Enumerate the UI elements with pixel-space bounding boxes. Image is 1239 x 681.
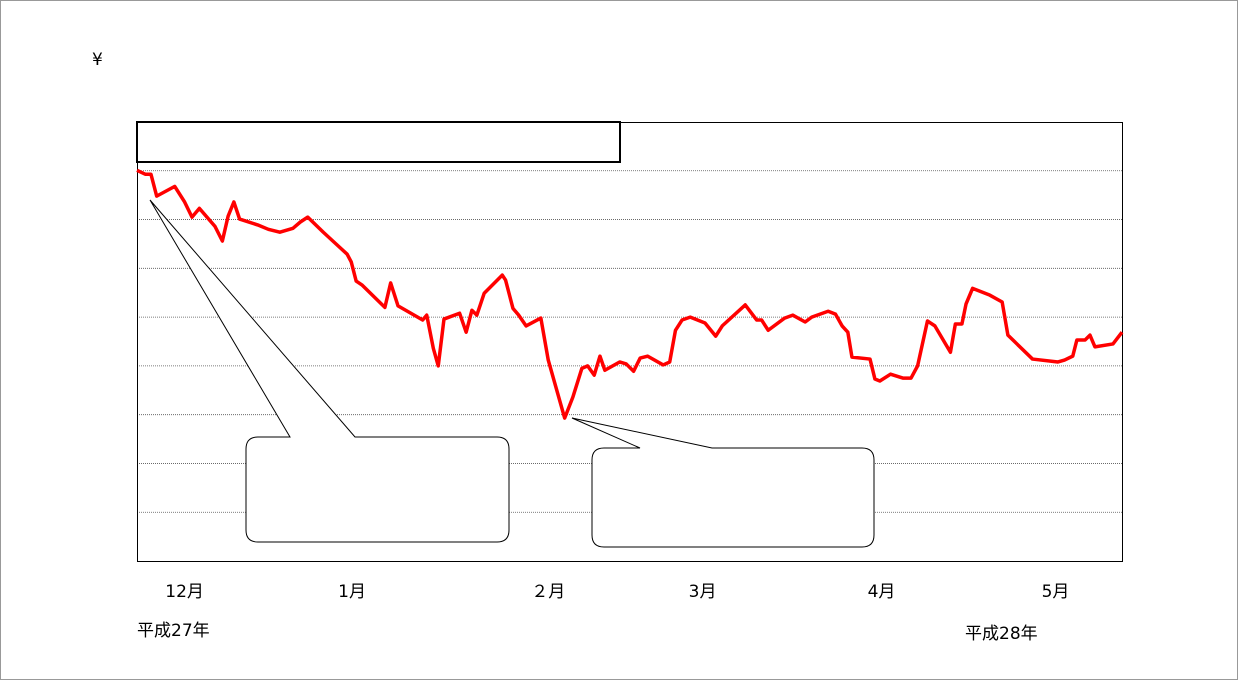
x-tick-label: 3月 (689, 582, 717, 602)
x-tick-label: 12月 (165, 582, 204, 602)
x-tick-label: 4月 (868, 582, 896, 602)
title-box (136, 121, 621, 163)
end-era: 平成28年 (965, 624, 1038, 644)
callout (571, 417, 875, 548)
currency-mark: ¥ (92, 50, 103, 70)
x-tick-label: 5月 (1042, 582, 1070, 602)
price-line (136, 168, 1124, 420)
plot-frame (137, 122, 1123, 562)
x-tick-label: ２月 (531, 582, 565, 602)
callout (149, 199, 510, 543)
start-era: 平成27年 (137, 621, 210, 641)
x-tick-label: 1月 (338, 582, 366, 602)
